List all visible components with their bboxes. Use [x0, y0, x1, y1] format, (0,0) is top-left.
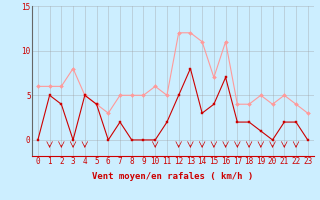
X-axis label: Vent moyen/en rafales ( km/h ): Vent moyen/en rafales ( km/h ): [92, 172, 253, 181]
